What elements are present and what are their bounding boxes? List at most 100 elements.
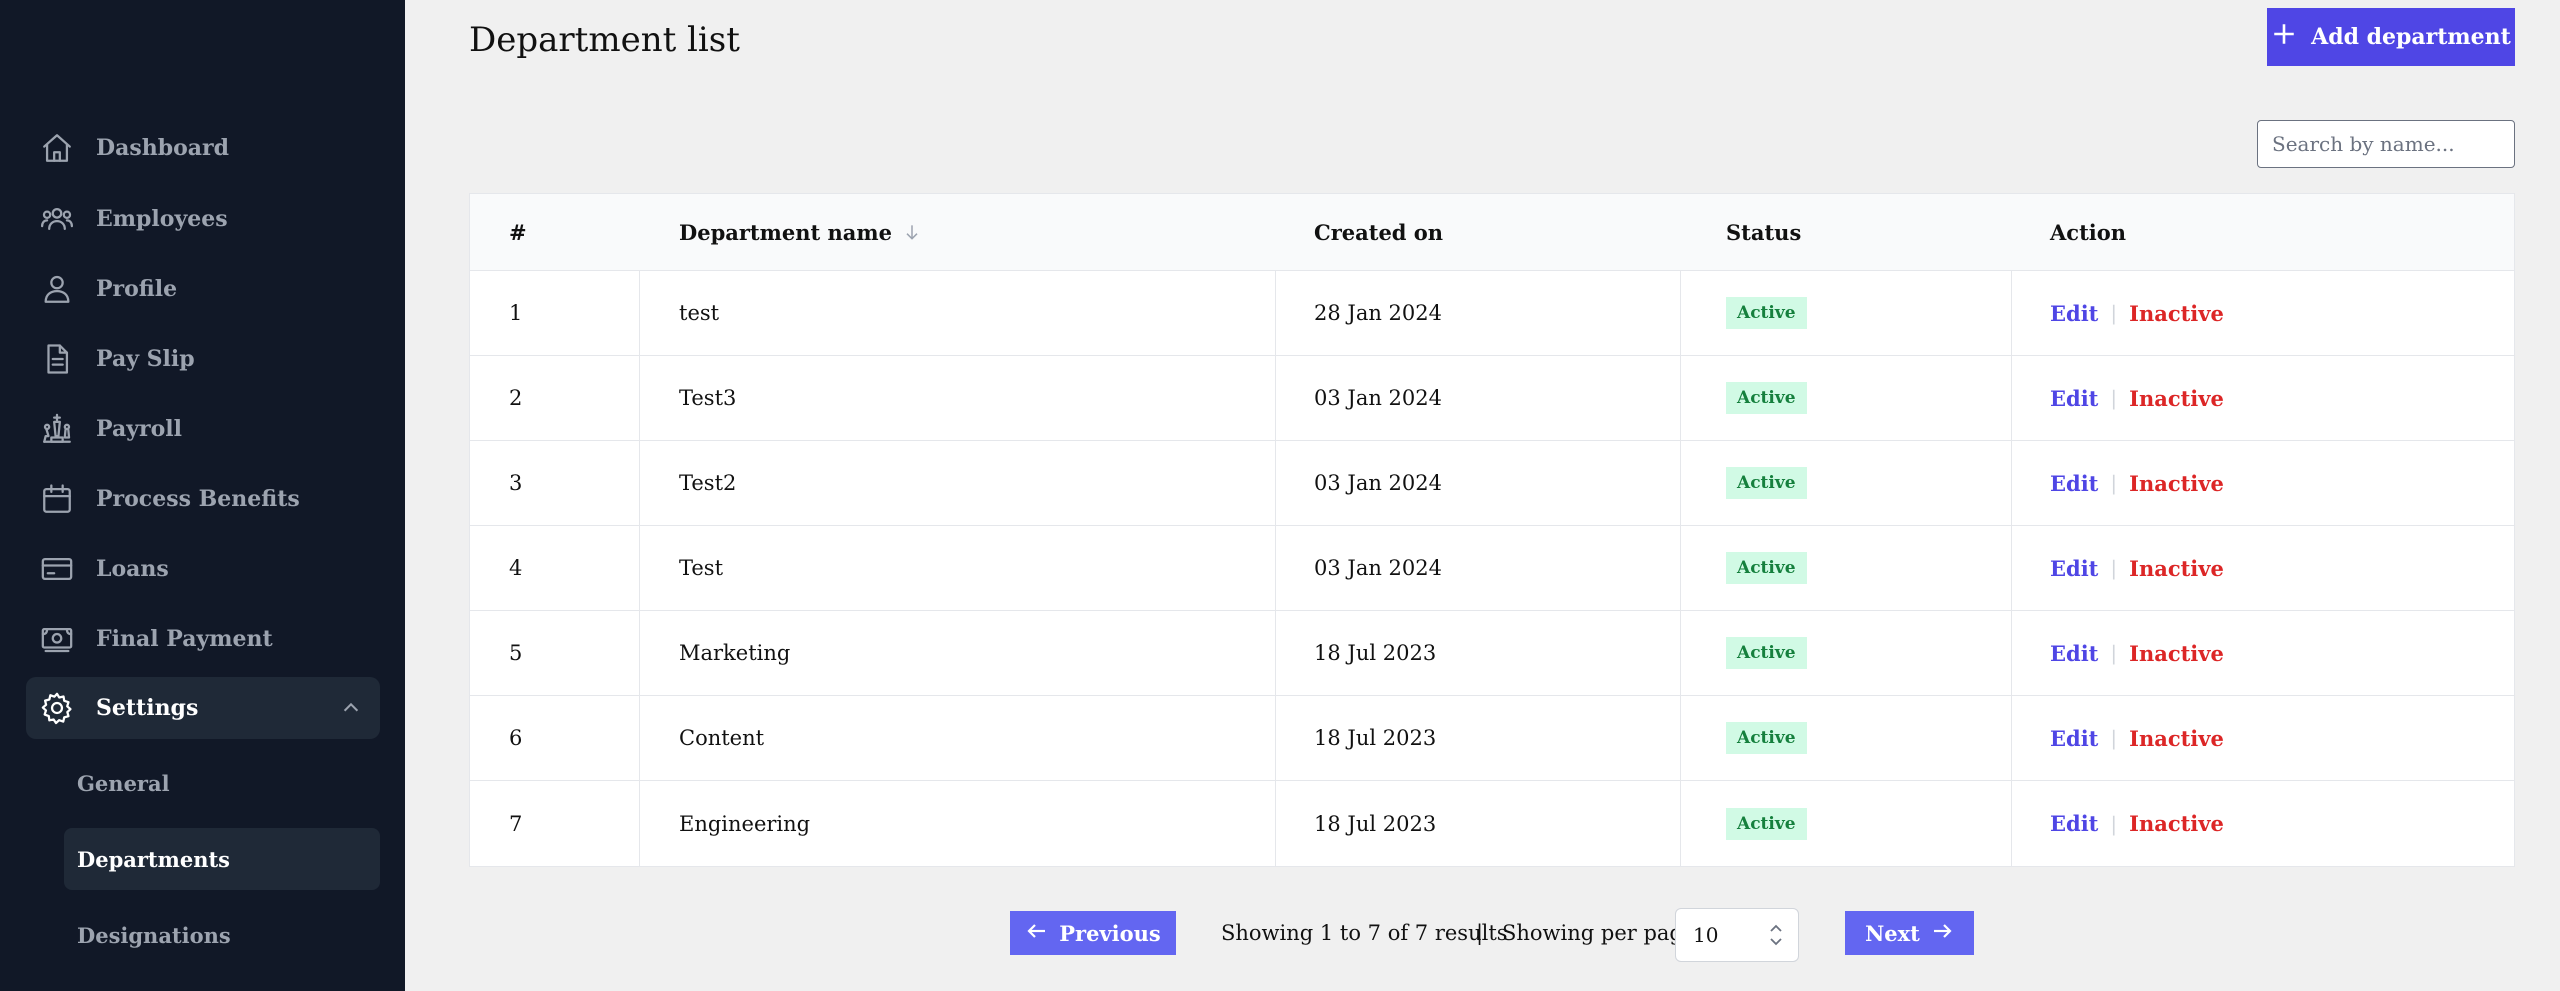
users-icon	[38, 200, 76, 238]
action-separator: |	[2110, 726, 2118, 750]
column-header-index: #	[509, 219, 527, 245]
table-row: 5 Marketing 18 Jul 2023 Active Edit | Inactive	[470, 611, 2514, 696]
inactive-link[interactable]: Inactive	[2129, 811, 2224, 836]
home-icon	[38, 129, 76, 167]
column-header-action: Action	[2050, 219, 2127, 245]
results-summary: Showing 1 to 7 of 7 results	[1221, 921, 1508, 945]
inactive-link[interactable]: Inactive	[2129, 385, 2224, 411]
page-title: Department list	[469, 20, 740, 60]
row-actions: Edit | Inactive	[2012, 271, 2514, 355]
credit-card-icon	[38, 550, 76, 588]
edit-link[interactable]: Edit	[2050, 470, 2099, 496]
action-separator: |	[2110, 811, 2118, 836]
edit-link[interactable]: Edit	[2050, 385, 2099, 411]
row-department-name: Content	[640, 696, 1276, 780]
sidebar-item-final-payment[interactable]: Final Payment	[26, 609, 380, 669]
status-badge: Active	[1726, 467, 1807, 499]
per-page-stepper[interactable]: 10	[1675, 908, 1799, 962]
status-badge: Active	[1726, 637, 1807, 669]
edit-link[interactable]: Edit	[2050, 555, 2099, 581]
action-separator: |	[2110, 641, 2118, 665]
action-separator: |	[2110, 471, 2118, 495]
sidebar-item-settings[interactable]: Settings	[26, 677, 380, 739]
sidebar-subitem-label: General	[77, 770, 170, 796]
row-index: 3	[470, 441, 640, 525]
edit-link[interactable]: Edit	[2050, 640, 2099, 666]
sidebar-item-payroll[interactable]: Payroll	[26, 399, 380, 459]
inactive-link[interactable]: Inactive	[2129, 555, 2224, 581]
arrow-right-icon	[1930, 919, 1954, 948]
edit-link[interactable]: Edit	[2050, 300, 2099, 326]
row-department-name: test	[640, 271, 1276, 355]
per-page-value: 10	[1693, 923, 1719, 947]
edit-link[interactable]: Edit	[2050, 725, 2099, 751]
sidebar-item-pay-slip[interactable]: Pay Slip	[26, 329, 380, 389]
previous-label: Previous	[1059, 920, 1161, 946]
row-actions: Edit | Inactive	[2012, 611, 2514, 695]
row-actions: Edit | Inactive	[2012, 696, 2514, 780]
table-row: 4 Test 03 Jan 2024 Active Edit | Inactive	[470, 526, 2514, 611]
row-status: Active	[1681, 441, 2012, 525]
calendar-icon	[38, 480, 76, 518]
table-row: 2 Test3 03 Jan 2024 Active Edit | Inactive	[470, 356, 2514, 441]
row-created-on: 18 Jul 2023	[1276, 611, 1681, 695]
column-header-created: Created on	[1314, 219, 1444, 245]
edit-link[interactable]: Edit	[2050, 811, 2099, 836]
row-department-name: Test2	[640, 441, 1276, 525]
row-index: 1	[470, 271, 640, 355]
sidebar-item-label: Dashboard	[96, 135, 229, 161]
sidebar-item-label: Loans	[96, 556, 169, 582]
inactive-link[interactable]: Inactive	[2129, 725, 2224, 751]
sidebar-item-label: Pay Slip	[96, 346, 195, 372]
sidebar-item-dashboard[interactable]: Dashboard	[26, 118, 380, 178]
sidebar-item-employees[interactable]: Employees	[26, 189, 380, 249]
sidebar-subitem-designations[interactable]: Designations	[64, 904, 380, 966]
sidebar-subitem-general[interactable]: General	[64, 752, 380, 814]
status-badge: Active	[1726, 297, 1807, 329]
add-department-button[interactable]: Add department	[2267, 8, 2515, 66]
sidebar-item-process-benefits[interactable]: Process Benefits	[26, 469, 380, 529]
sidebar-item-profile[interactable]: Profile	[26, 259, 380, 319]
row-index: 2	[470, 356, 640, 440]
column-header-name-label: Department name	[679, 219, 892, 245]
row-created-on: 03 Jan 2024	[1276, 526, 1681, 610]
sidebar-item-label: Payroll	[96, 416, 182, 442]
row-created-on: 18 Jul 2023	[1276, 781, 1681, 866]
status-badge: Active	[1726, 807, 1807, 840]
sidebar-item-label: Final Payment	[96, 626, 273, 652]
row-created-on: 28 Jan 2024	[1276, 271, 1681, 355]
row-created-on: 03 Jan 2024	[1276, 356, 1681, 440]
row-created-on: 03 Jan 2024	[1276, 441, 1681, 525]
row-department-name: Test	[640, 526, 1276, 610]
action-separator: |	[2110, 386, 2118, 410]
gear-icon	[38, 689, 76, 727]
pagination: Previous Showing 1 to 7 of 7 results | S…	[0, 908, 2560, 963]
inactive-link[interactable]: Inactive	[2129, 640, 2224, 666]
table-row: 3 Test2 03 Jan 2024 Active Edit | Inactive	[470, 441, 2514, 526]
sidebar-item-loans[interactable]: Loans	[26, 539, 380, 599]
column-header-status: Status	[1726, 219, 1802, 245]
row-index: 5	[470, 611, 640, 695]
row-department-name: Engineering	[640, 781, 1276, 866]
sort-arrow-down-icon[interactable]	[902, 222, 922, 242]
column-header-name[interactable]: Department name	[640, 194, 1276, 270]
row-status: Active	[1681, 271, 2012, 355]
chevron-up-icon[interactable]	[340, 697, 362, 719]
search-input[interactable]	[2257, 120, 2515, 168]
table-row: 1 test 28 Jan 2024 Active Edit | Inactive	[470, 271, 2514, 356]
inactive-link[interactable]: Inactive	[2129, 470, 2224, 496]
sidebar-subitem-departments[interactable]: Departments	[64, 828, 380, 890]
department-table: # Department name Created on Status Acti…	[469, 193, 2515, 867]
next-button[interactable]: Next	[1845, 911, 1974, 955]
user-icon	[38, 270, 76, 308]
chevron-up-down-icon[interactable]	[1768, 921, 1784, 949]
row-actions: Edit | Inactive	[2012, 526, 2514, 610]
sidebar-subitem-label: Designations	[77, 922, 231, 948]
row-index: 7	[470, 781, 640, 866]
row-actions: Edit | Inactive	[2012, 356, 2514, 440]
previous-button[interactable]: Previous	[1010, 911, 1176, 955]
inactive-link[interactable]: Inactive	[2129, 300, 2224, 326]
table-row: 7 Engineering 18 Jul 2023 Active Edit | Inacti…	[470, 781, 2514, 866]
per-page-label: Showing per page	[1502, 921, 1696, 945]
row-status: Active	[1681, 696, 2012, 780]
